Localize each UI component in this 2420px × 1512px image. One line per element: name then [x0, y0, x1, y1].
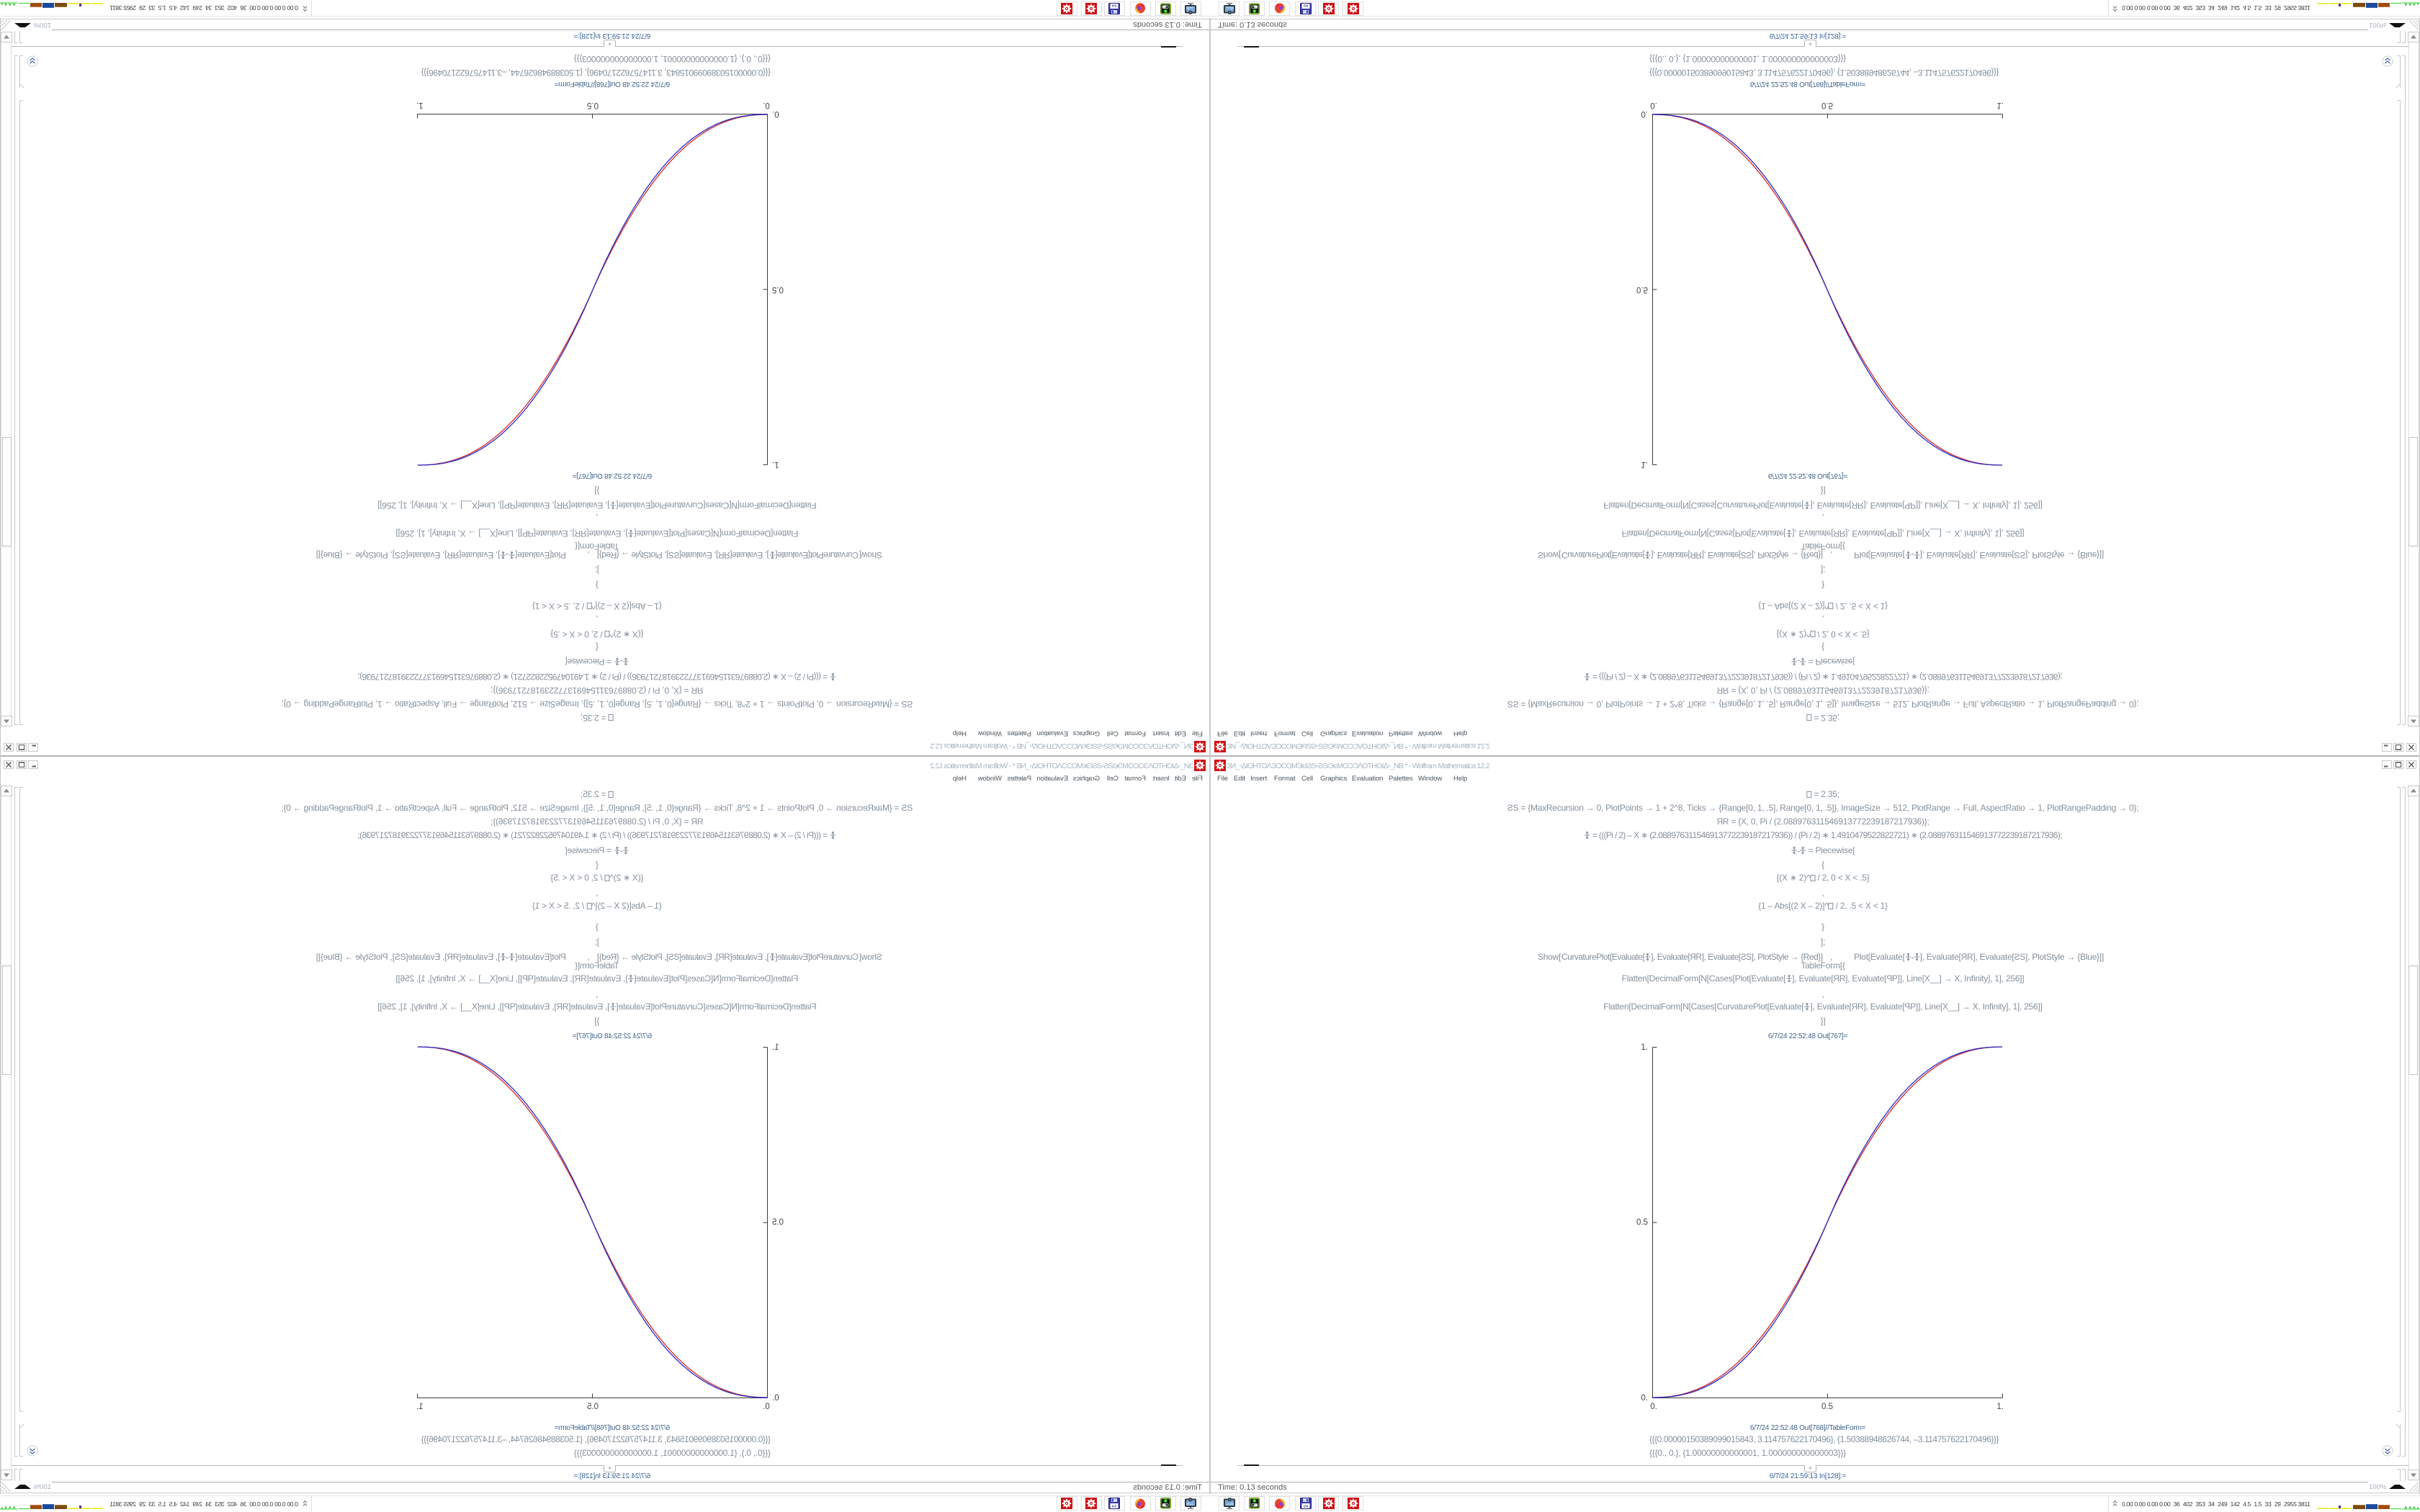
svg-text:1.: 1.	[772, 1043, 779, 1052]
svg-text:0.: 0.	[1641, 109, 1648, 118]
svg-text:1.: 1.	[1996, 101, 2004, 109]
svg-text:0.: 0.	[1641, 1394, 1648, 1403]
svg-text:0.5: 0.5	[1636, 285, 1648, 294]
svg-text:0.5: 0.5	[587, 1403, 599, 1411]
svg-text:1.: 1.	[1641, 460, 1648, 469]
svg-text:64: 64	[1303, 3, 1307, 7]
svg-text:1.: 1.	[772, 460, 779, 469]
svg-text:64: 64	[1112, 3, 1116, 7]
svg-text:1.: 1.	[1996, 1403, 2004, 1411]
svg-text:1.: 1.	[416, 1403, 424, 1411]
svg-text:0.: 0.	[763, 1403, 770, 1411]
svg-text:0.5: 0.5	[1821, 1403, 1833, 1411]
svg-text:0.: 0.	[763, 101, 770, 109]
svg-text:0.5: 0.5	[587, 101, 599, 109]
svg-text:0.: 0.	[1650, 1403, 1657, 1411]
svg-text:64: 64	[1303, 1505, 1307, 1509]
svg-text:0.5: 0.5	[1821, 101, 1833, 109]
svg-text:0.5: 0.5	[1636, 1218, 1648, 1227]
svg-text:0.: 0.	[772, 1394, 779, 1403]
svg-text:0.: 0.	[772, 109, 779, 118]
svg-text:0.: 0.	[1650, 101, 1657, 109]
svg-text:0.5: 0.5	[772, 1218, 784, 1227]
svg-text:1.: 1.	[1641, 1043, 1648, 1052]
svg-text:64: 64	[1112, 1505, 1116, 1509]
svg-text:0.5: 0.5	[772, 285, 784, 294]
svg-text:1.: 1.	[416, 101, 424, 109]
